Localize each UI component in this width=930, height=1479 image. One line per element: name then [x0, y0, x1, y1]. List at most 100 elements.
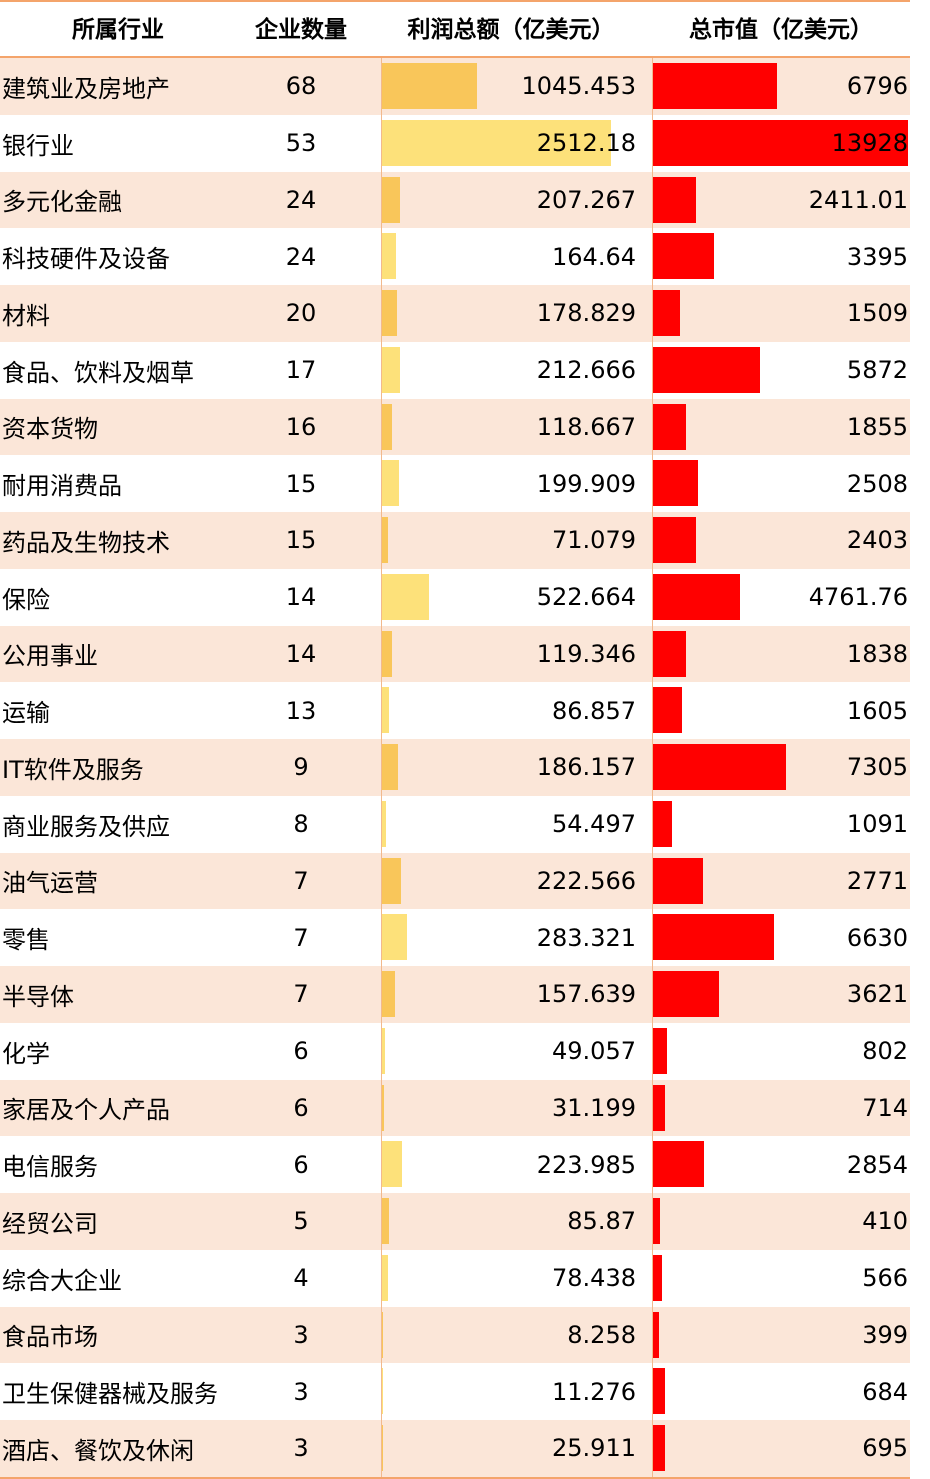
company-count-value: 53	[285, 129, 317, 158]
table-row: 综合大企业 4 78.438 566	[0, 1249, 910, 1307]
table-row: 科技硬件及设备 24 164.64 3395	[0, 228, 910, 285]
industry-label: 油气运营	[2, 869, 98, 898]
table-row: 银行业 53 2512.18 13928	[0, 114, 910, 172]
profit-bar	[381, 63, 477, 109]
company-count-value: 24	[285, 185, 317, 214]
industry-label: 家居及个人产品	[2, 1096, 170, 1125]
market-cap-bar	[652, 1198, 660, 1244]
market-cap-bar	[652, 1027, 667, 1074]
market-cap-value: 6630	[846, 923, 908, 952]
profit-value: 54.497	[552, 810, 636, 839]
industry-label: 银行业	[2, 131, 74, 160]
company-count-value: 24	[285, 242, 317, 271]
market-cap-bar	[652, 573, 740, 620]
market-cap-value-cell: 410	[652, 1193, 908, 1250]
profit-value-cell: 157.639	[380, 966, 636, 1023]
profit-value-cell: 54.497	[380, 796, 636, 853]
industry-label: 酒店、餐饮及休闲	[2, 1436, 194, 1465]
profit-bar	[381, 517, 388, 563]
market-cap-value-cell: 2854	[652, 1136, 908, 1193]
market-cap-value: 566	[862, 1264, 908, 1293]
market-cap-bar	[652, 1368, 665, 1415]
company-count-value: 3	[293, 1377, 309, 1406]
company-count-value: 68	[285, 72, 317, 101]
profit-value-cell: 178.829	[380, 285, 636, 342]
industry-label: 运输	[2, 699, 50, 728]
company-count-value: 4	[293, 1264, 309, 1293]
market-cap-value-cell: 399	[652, 1307, 908, 1364]
industry-label: 卫生保健器械及服务	[2, 1380, 218, 1409]
market-cap-value-cell: 4761.76	[652, 569, 908, 626]
market-cap-value: 2854	[846, 1150, 908, 1179]
profit-bar	[381, 857, 402, 904]
market-cap-bar	[652, 630, 686, 677]
profit-value: 11.276	[552, 1377, 636, 1406]
industry-label: 多元化金融	[2, 188, 122, 217]
market-cap-bar	[652, 233, 715, 280]
industry-label: 经贸公司	[2, 1209, 98, 1238]
industry-label: 科技硬件及设备	[2, 245, 170, 274]
profit-bar	[381, 971, 396, 1017]
market-cap-bar	[652, 346, 760, 393]
profit-value-cell: 212.666	[380, 342, 636, 399]
profit-value: 522.664	[536, 583, 636, 612]
market-cap-bar	[652, 1311, 660, 1358]
industry-label: 半导体	[2, 982, 74, 1011]
table-row: 资本货物 16 118.667 1855	[0, 398, 910, 456]
industry-label: 综合大企业	[2, 1266, 122, 1295]
table-row: 油气运营 7 222.566 2771	[0, 852, 910, 910]
market-cap-value: 3395	[846, 242, 908, 271]
market-cap-bar	[652, 1084, 666, 1131]
profit-value-cell: 25.911	[380, 1420, 636, 1477]
table-row: 公用事业 14 119.346 1838	[0, 625, 910, 683]
profit-value: 157.639	[536, 980, 636, 1009]
market-cap-value: 5872	[846, 356, 908, 385]
table-row: 运输 13 86.857 1605	[0, 682, 910, 739]
table-row: 半导体 7 157.639 3621	[0, 966, 910, 1023]
profit-value: 86.857	[552, 696, 636, 725]
market-cap-value-cell: 2411.01	[652, 172, 908, 229]
profit-bar	[381, 233, 397, 280]
market-cap-value: 714	[862, 1093, 908, 1122]
profit-value-cell: 1045.453	[380, 58, 636, 115]
industry-label: 资本货物	[2, 415, 98, 444]
market-cap-value: 7305	[846, 753, 908, 782]
market-cap-value-cell: 1838	[652, 626, 908, 683]
table-row: IT软件及服务 9 186.157 7305	[0, 739, 910, 796]
market-cap-bar	[652, 687, 682, 734]
market-cap-value-cell: 2508	[652, 455, 908, 512]
market-cap-bar	[652, 744, 787, 790]
company-count-value: 6	[293, 1093, 309, 1122]
market-cap-value: 1855	[846, 412, 908, 441]
table-row: 卫生保健器械及服务 3 11.276 684	[0, 1363, 910, 1420]
header-total-profit: 利润总额（亿美元）	[407, 17, 615, 43]
market-cap-value-cell: 3621	[652, 966, 908, 1023]
market-cap-value-cell: 802	[652, 1023, 908, 1080]
table-bottom-rule	[0, 1476, 910, 1479]
profit-value: 164.64	[552, 242, 636, 271]
market-cap-value: 1509	[846, 299, 908, 328]
market-cap-value-cell: 566	[652, 1250, 908, 1307]
market-cap-value: 695	[862, 1434, 908, 1463]
table-row: 食品市场 3 8.258 399	[0, 1306, 910, 1364]
market-cap-value: 13928	[831, 129, 908, 158]
market-cap-value: 802	[862, 1037, 908, 1066]
table-header: 所属行业 企业数量 利润总额（亿美元） 总市值（亿美元）	[0, 0, 910, 58]
profit-value-cell: 86.857	[380, 682, 636, 739]
market-cap-value: 1091	[846, 810, 908, 839]
market-cap-bar	[652, 403, 687, 450]
table-row: 多元化金融 24 207.267 2411.01	[0, 171, 910, 229]
market-cap-value: 2771	[846, 866, 908, 895]
profit-value-cell: 11.276	[380, 1363, 636, 1420]
profit-bar	[381, 744, 399, 790]
company-count-value: 7	[293, 980, 309, 1009]
profit-value: 186.157	[536, 753, 636, 782]
profit-bar	[381, 176, 400, 223]
table-row: 材料 20 178.829 1509	[0, 285, 910, 342]
profit-bar	[381, 460, 400, 507]
table-row: 药品及生物技术 15 71.079 2403	[0, 512, 910, 569]
company-count-value: 13	[285, 696, 317, 725]
industry-label: 电信服务	[2, 1153, 98, 1182]
market-cap-bar	[652, 1425, 665, 1471]
company-count-value: 14	[285, 639, 317, 668]
